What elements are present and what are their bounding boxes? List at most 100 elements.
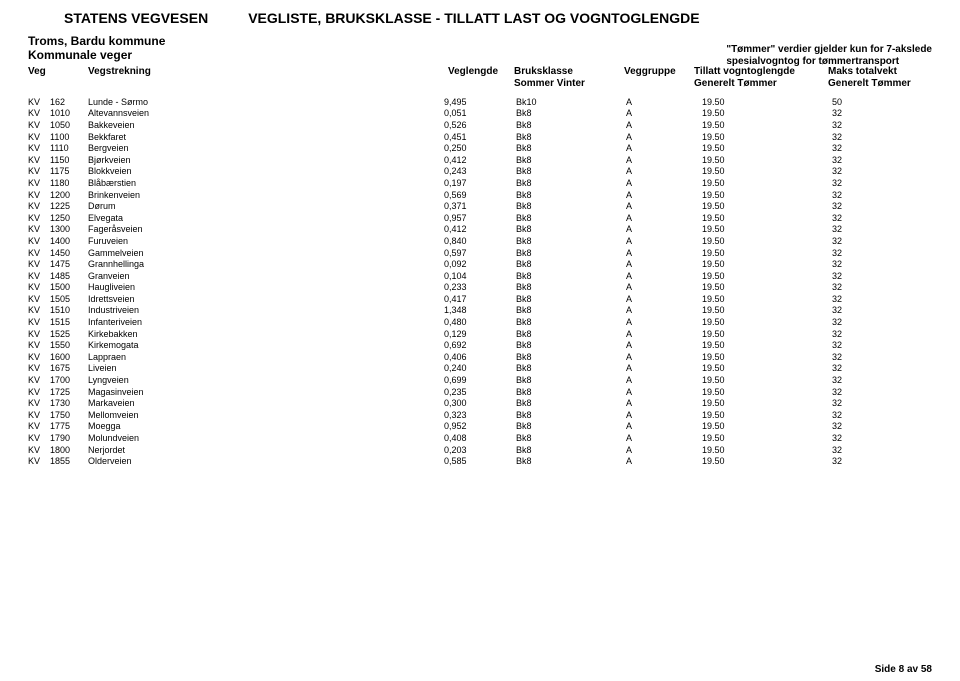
cell-maks: 32: [832, 200, 932, 212]
cell-bruksklasse: Bk8: [516, 351, 626, 363]
cell-name: Altevannsveien: [88, 108, 444, 120]
cell-veggruppe: A: [626, 282, 702, 294]
cell-type: KV: [28, 119, 50, 131]
agency-name: STATENS VEGVESEN: [64, 10, 208, 26]
cell-bruksklasse: Bk8: [516, 142, 626, 154]
cell-bruksklasse: Bk8: [516, 339, 626, 351]
cell-name: Nerjordet: [88, 444, 444, 456]
cell-name: Mellomveien: [88, 409, 444, 421]
cell-generelt: 19.50: [702, 247, 832, 259]
cell-bruksklasse: Bk10: [516, 96, 626, 108]
cell-maks: 32: [832, 131, 932, 143]
cell-bruksklasse: Bk8: [516, 316, 626, 328]
cell-maks: 32: [832, 363, 932, 375]
cell-name: Industriveien: [88, 305, 444, 317]
cell-name: Gammelveien: [88, 247, 444, 259]
cell-generelt: 19.50: [702, 432, 832, 444]
cell-length: 0,250: [444, 142, 516, 154]
table-row: KV1855Olderveien0,585Bk8A19.5032: [28, 455, 932, 467]
cell-bruksklasse: Bk8: [516, 212, 626, 224]
cell-name: Kirkebakken: [88, 328, 444, 340]
cell-num: 1250: [50, 212, 88, 224]
cell-length: 0,203: [444, 444, 516, 456]
cell-generelt: 19.50: [702, 282, 832, 294]
cell-type: KV: [28, 258, 50, 270]
cell-length: 9,495: [444, 96, 516, 108]
cell-maks: 32: [832, 166, 932, 178]
cell-maks: 32: [832, 432, 932, 444]
col-strekning: Vegstrekning: [88, 66, 151, 78]
cell-generelt: 19.50: [702, 316, 832, 328]
cell-veggruppe: A: [626, 131, 702, 143]
col-vogntoglengde-label: Tillatt vogntoglengde: [694, 66, 795, 77]
cell-bruksklasse: Bk8: [516, 328, 626, 340]
cell-veggruppe: A: [626, 409, 702, 421]
cell-name: Elvegata: [88, 212, 444, 224]
cell-type: KV: [28, 108, 50, 120]
cell-type: KV: [28, 432, 50, 444]
cell-veggruppe: A: [626, 224, 702, 236]
cell-generelt: 19.50: [702, 142, 832, 154]
cell-num: 1450: [50, 247, 88, 259]
cell-veggruppe: A: [626, 212, 702, 224]
cell-veggruppe: A: [626, 339, 702, 351]
cell-generelt: 19.50: [702, 108, 832, 120]
cell-name: Moegga: [88, 421, 444, 433]
col-maks: Maks totalvekt Generelt Tømmer: [828, 66, 911, 90]
cell-length: 0,240: [444, 363, 516, 375]
col-vogntoglengde: Tillatt vogntoglengde Generelt Tømmer: [694, 66, 795, 90]
cell-name: Lunde - Sørmo: [88, 96, 444, 108]
cell-length: 0,235: [444, 386, 516, 398]
cell-type: KV: [28, 455, 50, 467]
cell-veggruppe: A: [626, 444, 702, 456]
cell-type: KV: [28, 444, 50, 456]
cell-veggruppe: A: [626, 142, 702, 154]
table-row: KV1515Infanteriveien0,480Bk8A19.5032: [28, 316, 932, 328]
cell-length: 0,412: [444, 224, 516, 236]
cell-num: 162: [50, 96, 88, 108]
table-row: KV1790Molundveien0,408Bk8A19.5032: [28, 432, 932, 444]
cell-length: 0,092: [444, 258, 516, 270]
table-row: KV1500Haugliveien0,233Bk8A19.5032: [28, 282, 932, 294]
cell-type: KV: [28, 270, 50, 282]
table-row: KV1300Fageråsveien0,412Bk8A19.5032: [28, 224, 932, 236]
cell-name: Dørum: [88, 200, 444, 212]
cell-type: KV: [28, 421, 50, 433]
cell-num: 1600: [50, 351, 88, 363]
table-row: KV1485Granveien0,104Bk8A19.5032: [28, 270, 932, 282]
cell-generelt: 19.50: [702, 397, 832, 409]
cell-num: 1855: [50, 455, 88, 467]
cell-num: 1700: [50, 374, 88, 386]
cell-type: KV: [28, 339, 50, 351]
cell-length: 0,692: [444, 339, 516, 351]
cell-num: 1300: [50, 224, 88, 236]
table-row: KV1475Grannhellinga0,092Bk8A19.5032: [28, 258, 932, 270]
cell-length: 0,569: [444, 189, 516, 201]
cell-veggruppe: A: [626, 200, 702, 212]
cell-name: Bakkeveien: [88, 119, 444, 131]
cell-bruksklasse: Bk8: [516, 397, 626, 409]
cell-bruksklasse: Bk8: [516, 305, 626, 317]
cell-veggruppe: A: [626, 235, 702, 247]
cell-name: Granveien: [88, 270, 444, 282]
table-row: KV1725Magasinveien0,235Bk8A19.5032: [28, 386, 932, 398]
cell-maks: 32: [832, 119, 932, 131]
cell-maks: 32: [832, 154, 932, 166]
cell-bruksklasse: Bk8: [516, 363, 626, 375]
table-row: KV1700Lyngveien0,699Bk8A19.5032: [28, 374, 932, 386]
cell-length: 1,348: [444, 305, 516, 317]
col-bruksklasse: Bruksklasse Sommer Vinter: [514, 66, 585, 90]
cell-generelt: 19.50: [702, 235, 832, 247]
cell-type: KV: [28, 189, 50, 201]
cell-veggruppe: A: [626, 189, 702, 201]
cell-generelt: 19.50: [702, 363, 832, 375]
cell-num: 1550: [50, 339, 88, 351]
col-maks-label: Maks totalvekt: [828, 66, 897, 77]
cell-length: 0,585: [444, 455, 516, 467]
col-bruksklasse-label: Bruksklasse: [514, 66, 573, 77]
cell-maks: 32: [832, 339, 932, 351]
cell-type: KV: [28, 235, 50, 247]
table-row: KV1050Bakkeveien0,526Bk8A19.5032: [28, 119, 932, 131]
cell-num: 1510: [50, 305, 88, 317]
cell-num: 1400: [50, 235, 88, 247]
